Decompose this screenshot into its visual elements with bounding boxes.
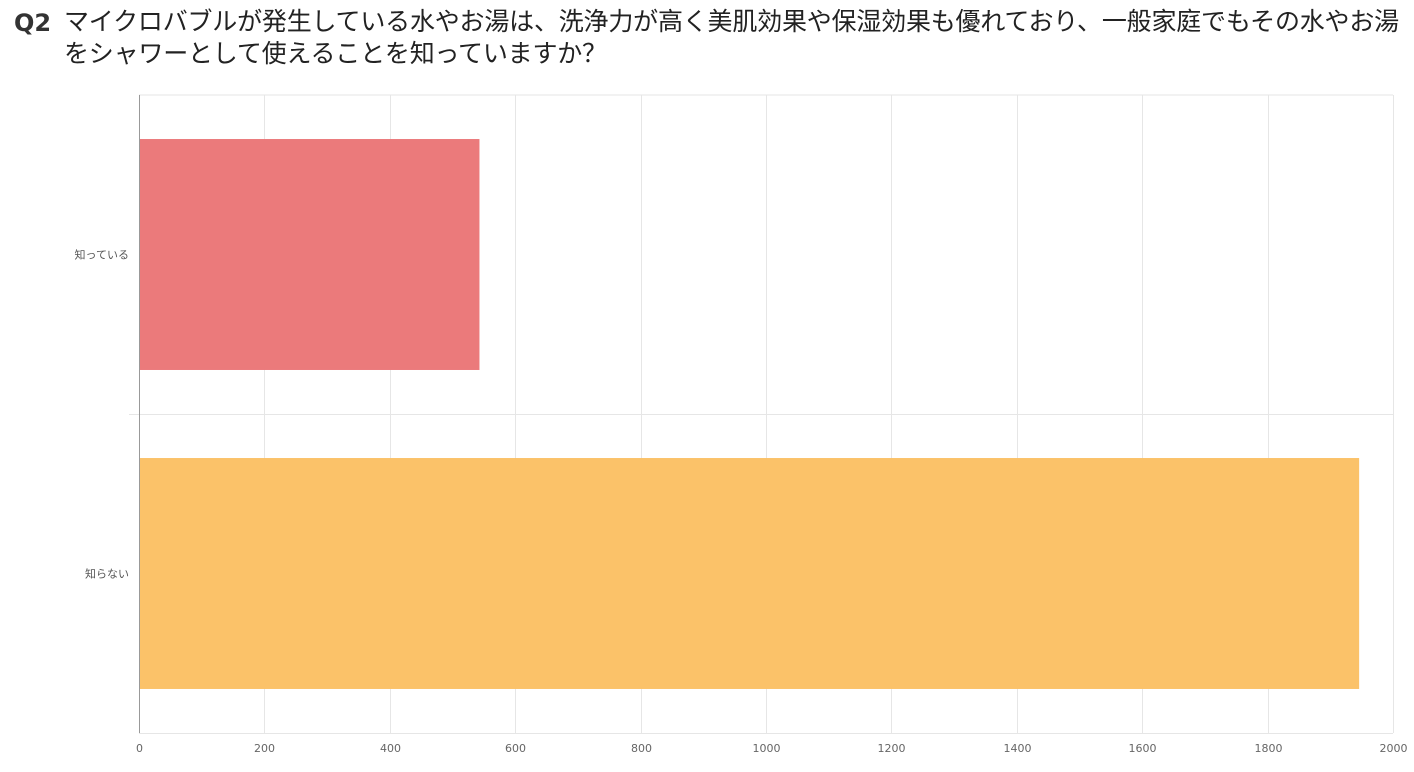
x-tick-label: 1200 (878, 742, 906, 755)
x-tick-label: 400 (380, 742, 401, 755)
bar-unknown (139, 458, 1360, 689)
x-tick-label: 1400 (1004, 742, 1032, 755)
x-tick-label: 800 (631, 742, 652, 755)
question-header: Q2 マイクロバブルが発生している水やお湯は、洗浄力が高く美肌効果や保湿効果も優… (14, 6, 1410, 70)
question-number: Q2 (14, 9, 52, 37)
x-tick-label: 2000 (1380, 742, 1408, 755)
question-text: マイクロバブルが発生している水やお湯は、洗浄力が高く美肌効果や保湿効果も優れてお… (64, 7, 1399, 68)
x-tick-label: 600 (505, 742, 526, 755)
y-category-label: 知らない (85, 567, 129, 581)
bar-known (139, 139, 480, 370)
x-tick-label: 1800 (1255, 742, 1283, 755)
x-tick-label: 0 (136, 742, 143, 755)
x-tick-label: 1600 (1129, 742, 1157, 755)
x-tick-label: 1000 (753, 742, 781, 755)
y-category-label: 知っている (75, 248, 129, 262)
x-tick-label: 200 (254, 742, 275, 755)
